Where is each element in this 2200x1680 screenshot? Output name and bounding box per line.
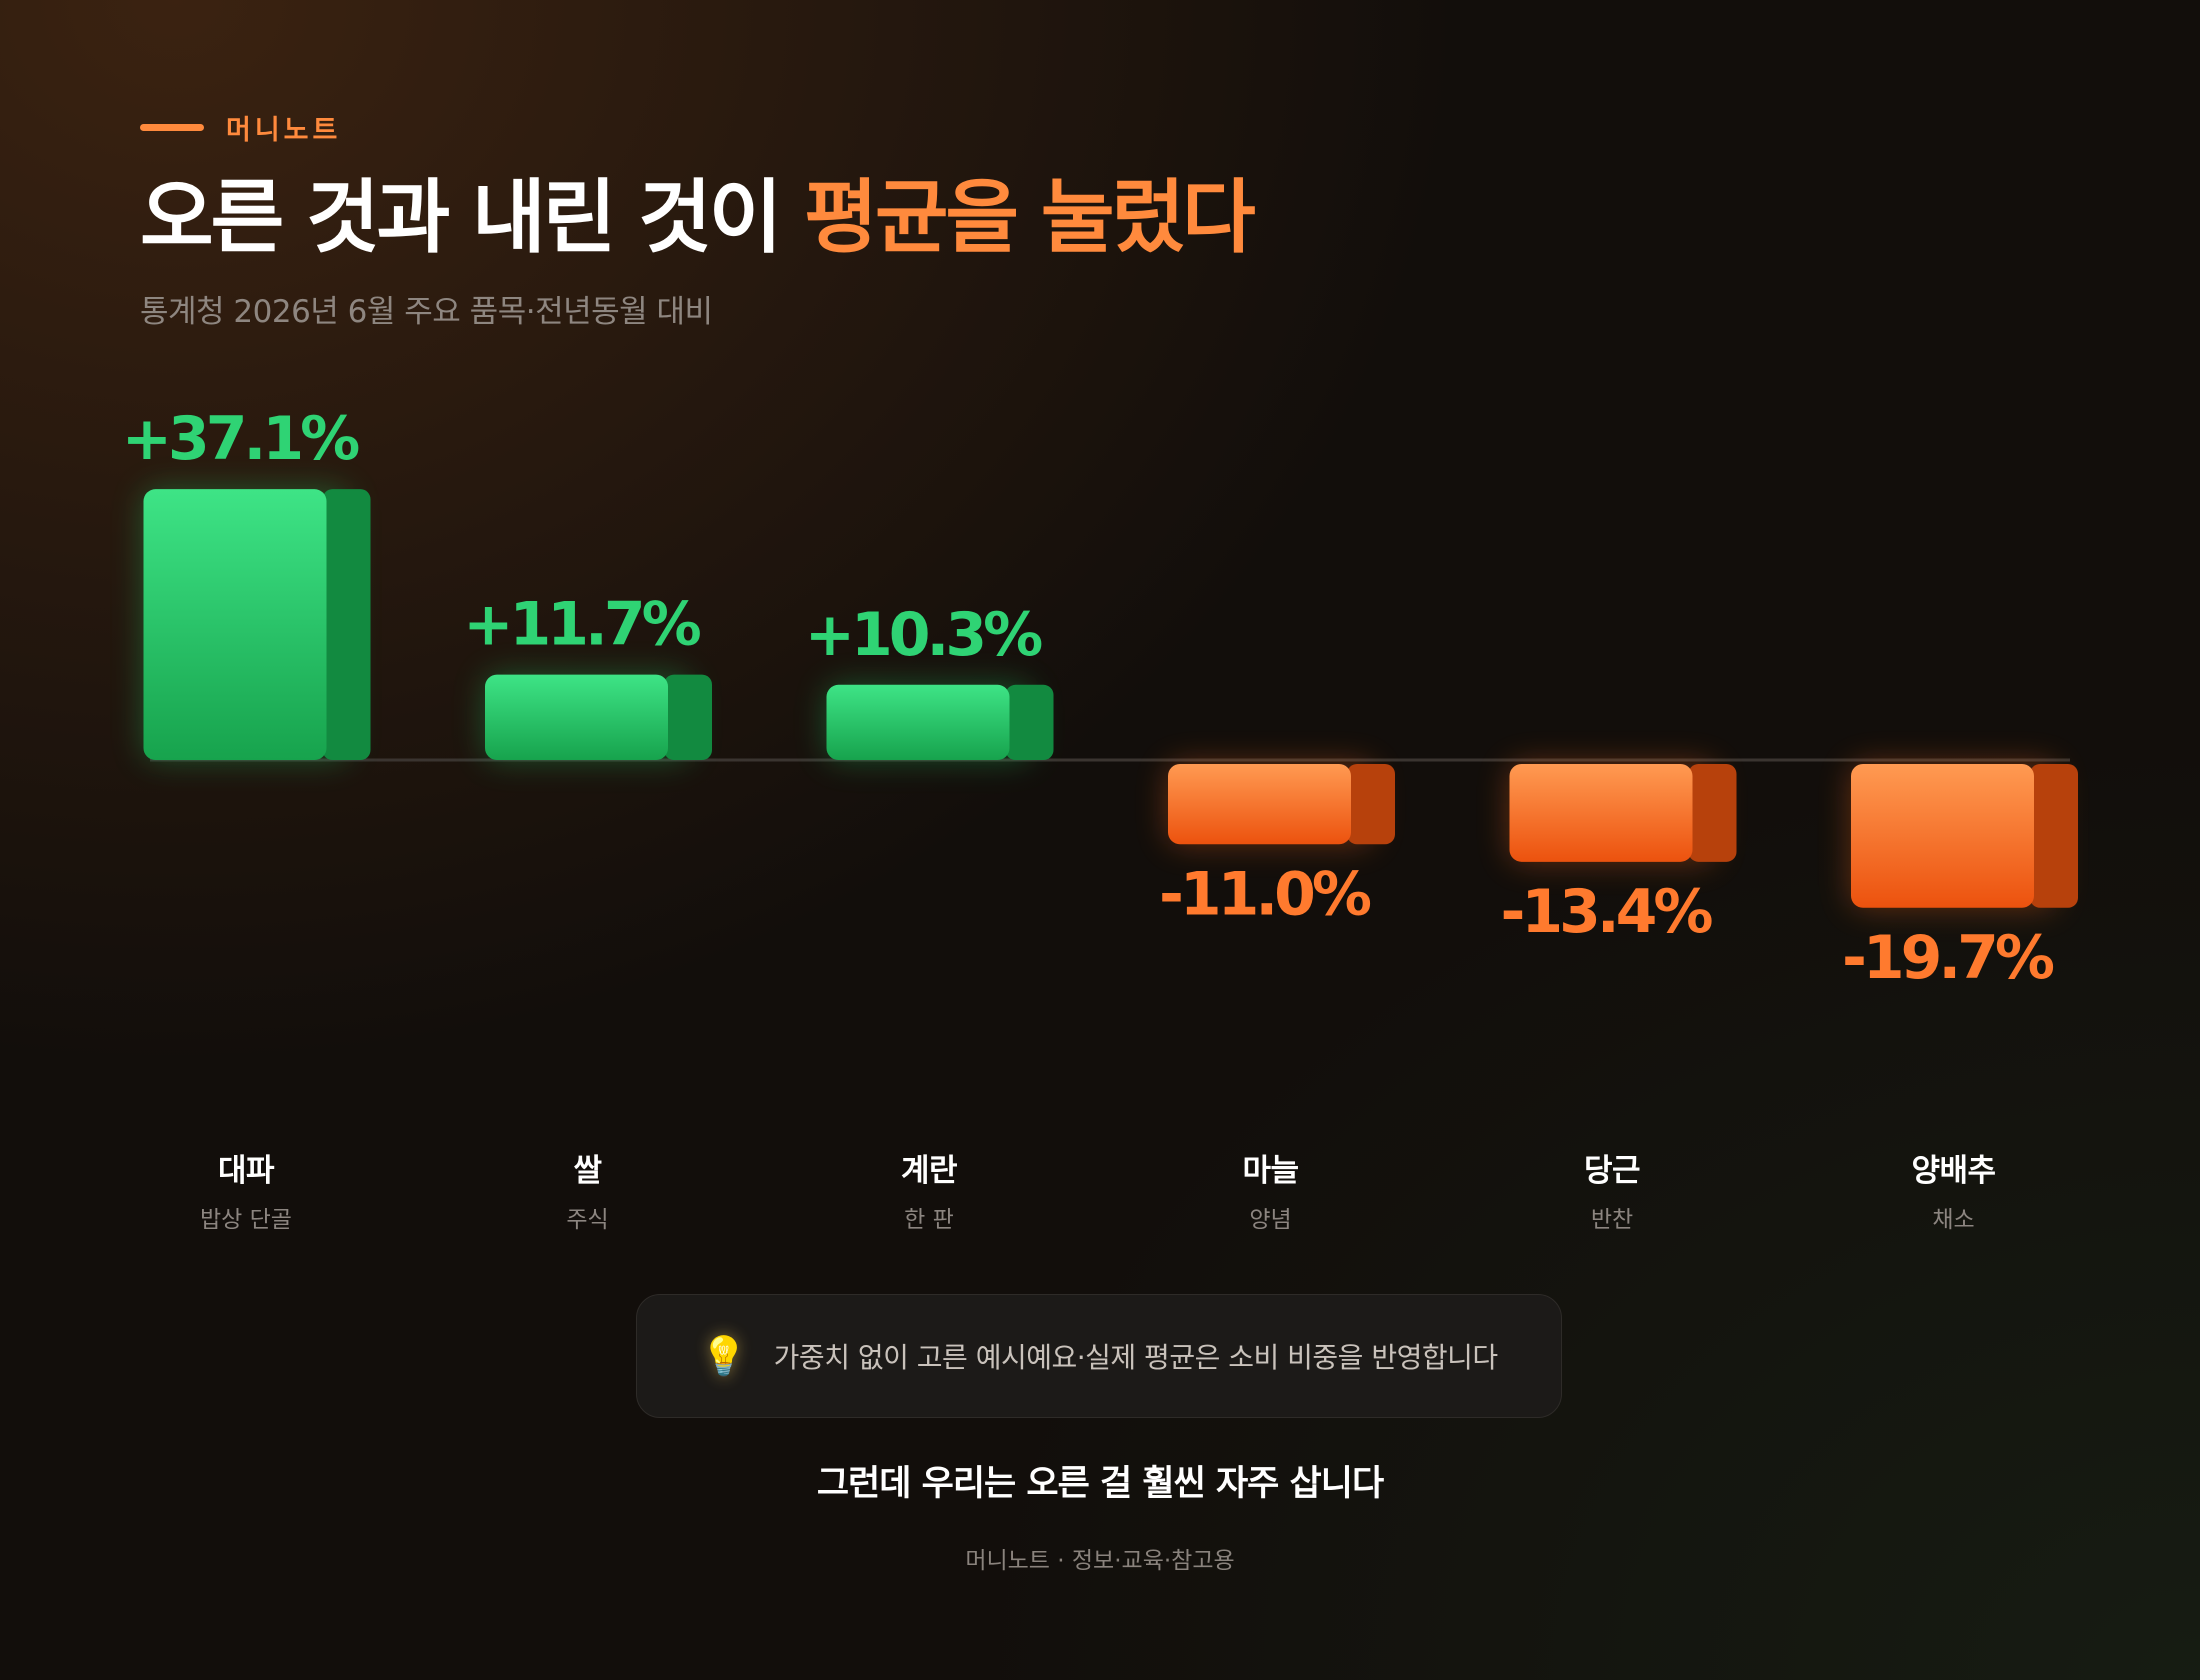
category-subtitle: 채소 [1932,1207,1975,1233]
category-subtitle: 주식 [566,1207,609,1233]
punchline: 그런데 우리는 오른 걸 훨씬 자주 삽니다 [816,1464,1384,1504]
bar-group: -19.7% [1842,764,2078,993]
brand-header: 머니노트 [140,108,341,147]
title-main: 오른 것과 내린 것이 [140,171,782,264]
bar [826,684,1010,760]
category-labels: 대파 밥상 단골 쌀 주식 계란 한 판 마늘 양념 당근 반찬 양배추 채소 [0,1145,2200,1235]
bar-value-label: +10.3% [805,600,1042,670]
bar-side [1005,684,1054,760]
category-name: 계란 [900,1153,958,1189]
bar-side [664,674,712,760]
bar-group: +37.1% [122,404,371,760]
note-text: 가중치 없이 고른 예시예요·실제 평균은 소비 비중을 반영합니다 [773,1341,1498,1374]
bar [1168,764,1351,845]
bar-group: +10.3% [805,600,1054,760]
bar-side [2030,764,2078,908]
category-name: 대파 [217,1153,275,1189]
lightbulb-icon: 💡 [700,1333,748,1378]
bar [1851,764,2034,908]
bar-value-label: -13.4% [1500,877,1712,947]
category-label: 대파 밥상 단골 [136,1145,356,1234]
note-box: 💡 가중치 없이 고른 예시예요·실제 평균은 소비 비중을 반영합니다 [636,1294,1562,1418]
category-label: 마늘 양념 [1161,1145,1381,1234]
category-name: 쌀 [573,1153,602,1189]
category-name: 양배추 [1911,1153,1996,1189]
category-subtitle: 반찬 [1590,1207,1634,1233]
bar [143,489,327,760]
subtitle: 통계청 2026년 6월 주요 품목·전년동월 대비 [140,294,713,330]
bar [485,674,668,760]
bar-side [1688,764,1737,862]
bar-side [1347,764,1395,845]
category-name: 마늘 [1242,1153,1299,1189]
category-subtitle: 밥상 단골 [200,1207,292,1233]
bar-value-label: +37.1% [122,404,359,474]
category-name: 당근 [1583,1153,1641,1189]
bar-group: -13.4% [1500,764,1737,947]
bar-group: -11.0% [1159,764,1395,929]
bar [1509,764,1693,862]
bar-value-label: +11.7% [463,590,700,660]
bar-chart: +37.1% +11.7% +10.3% -11.0% -13.4% -19.7% [122,404,2078,993]
bars-layer: +37.1% +11.7% +10.3% -11.0% -13.4% -19.7% [122,404,2078,993]
bar-side [322,489,371,760]
bar-group: +11.7% [463,590,712,760]
category-subtitle: 양념 [1249,1207,1292,1233]
category-label: 당근 반찬 [1502,1145,1722,1234]
title-highlight: 평균을 눌렀다 [804,171,1255,264]
brand-name: 머니노트 [226,115,342,146]
footer: 머니노트 · 정보·교육·참고용 [965,1548,1235,1574]
category-subtitle: 한 판 [904,1207,954,1233]
bar-value-label: -19.7% [1842,923,2054,993]
category-label: 양배추 채소 [1844,1145,2064,1234]
page-title: 오른 것과 내린 것이 평균을 눌렀다 [140,171,1256,264]
category-label: 쌀 주식 [478,1145,698,1234]
bar-value-label: -11.0% [1159,859,1371,929]
category-label: 계란 한 판 [819,1145,1039,1234]
brand-accent-line [140,124,204,131]
